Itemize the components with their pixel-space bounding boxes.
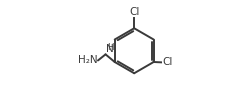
Text: Cl: Cl bbox=[162, 57, 173, 67]
Text: Cl: Cl bbox=[129, 7, 139, 17]
Text: H₂N: H₂N bbox=[78, 55, 98, 65]
Text: N: N bbox=[106, 44, 114, 54]
Text: H: H bbox=[107, 43, 114, 52]
